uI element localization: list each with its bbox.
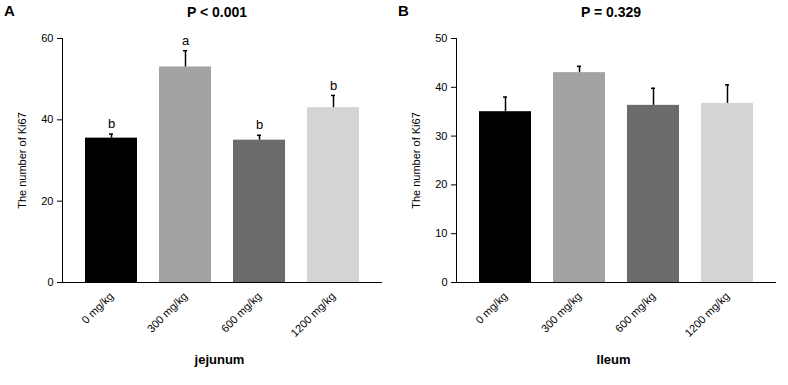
svg-text:b: b [256,117,263,132]
svg-text:20: 20 [41,195,53,207]
html-text:P = 0.329: P = 0.329 [581,4,641,20]
svg-text:The number of Ki67: The number of Ki67 [410,112,422,209]
html-text:Ileum: Ileum [596,352,631,367]
svg-text:30: 30 [435,130,447,142]
svg-text:300 mg/kg: 300 mg/kg [539,290,584,335]
svg-text:300 mg/kg: 300 mg/kg [145,290,190,335]
svg-text:10: 10 [435,227,447,239]
svg-text:1200 mg/kg: 1200 mg/kg [288,290,337,339]
svg-text:60: 60 [41,32,53,44]
svg-text:a: a [182,33,190,48]
svg-text:40: 40 [41,113,53,125]
svg-text:0: 0 [47,276,53,288]
svg-text:0: 0 [441,276,447,288]
svg-text:0 mg/kg: 0 mg/kg [79,290,115,326]
svg-text:b: b [330,78,337,93]
svg-text:b: b [108,116,115,131]
svg-text:50: 50 [435,32,447,44]
svg-text:600 mg/kg: 600 mg/kg [613,290,658,335]
html-text:B: B [398,2,409,19]
svg-text:0 mg/kg: 0 mg/kg [473,290,509,326]
svg-text:The number of Ki67: The number of Ki67 [16,112,28,209]
svg-text:1200 mg/kg: 1200 mg/kg [682,290,731,339]
svg-text:600 mg/kg: 600 mg/kg [219,290,264,335]
html-text:A: A [4,2,15,19]
html-text:P < 0.001: P < 0.001 [187,4,247,20]
html-text:jejunum: jejunum [194,352,245,367]
svg-text:40: 40 [435,81,447,93]
svg-text:20: 20 [435,178,447,190]
